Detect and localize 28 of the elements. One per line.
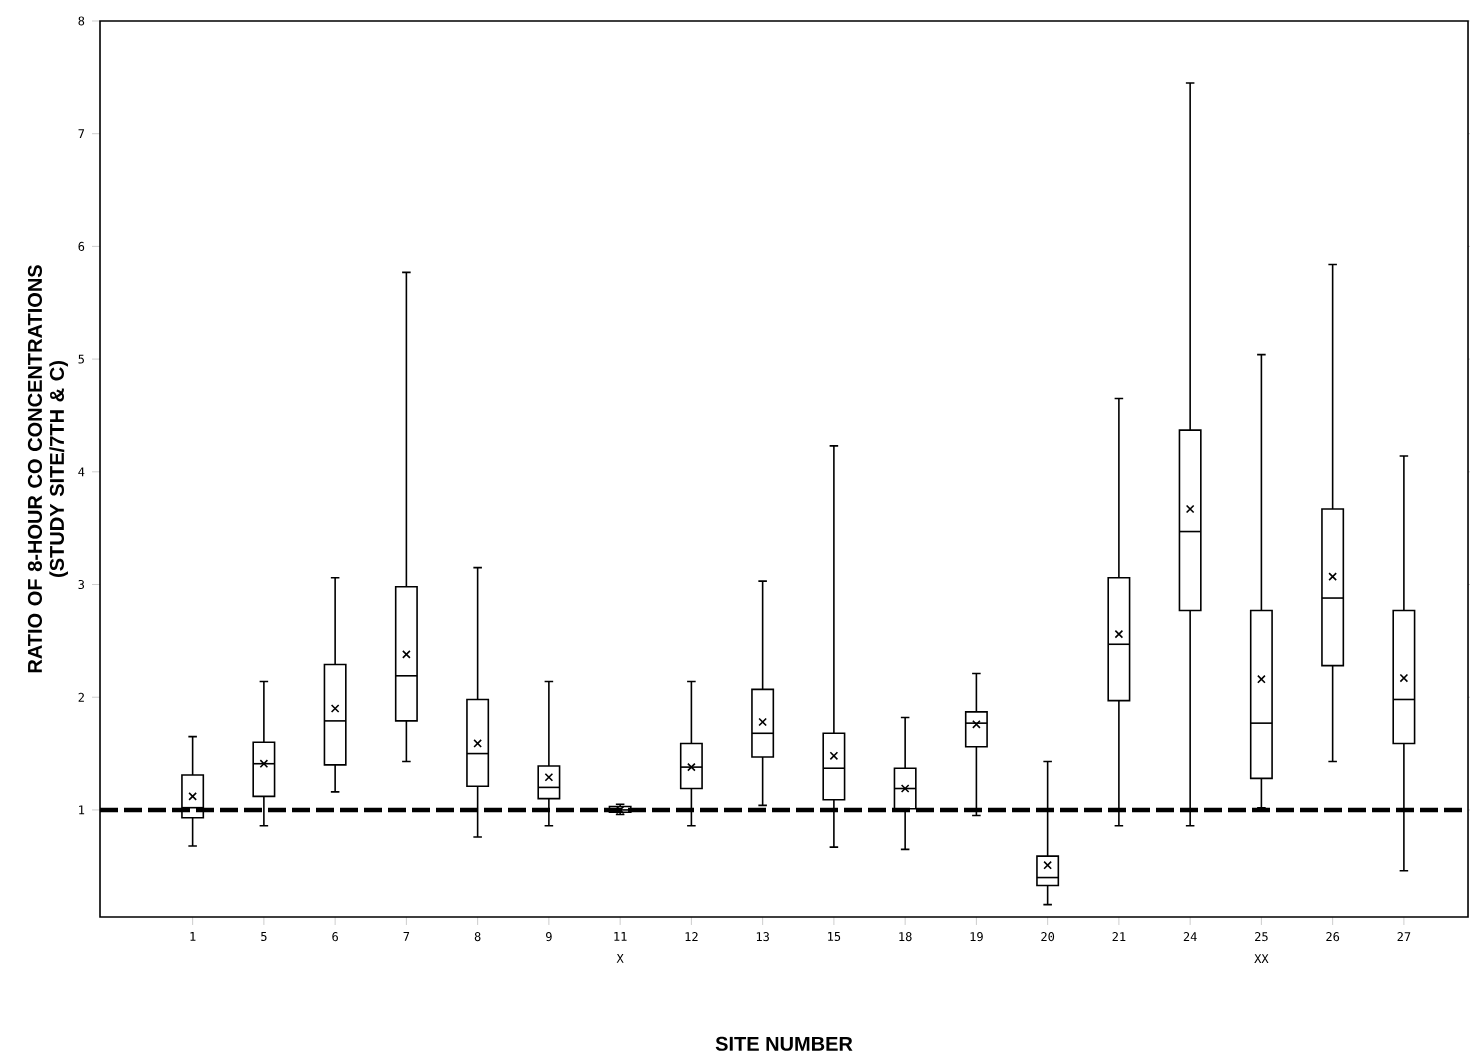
- x-tick-label: 9: [546, 932, 552, 942]
- x-tick-label: 15: [828, 932, 841, 941]
- y-tick-label: 7: [78, 129, 85, 139]
- x-tick-label: 27: [1397, 932, 1411, 941]
- y-tick-label: 4: [78, 467, 85, 477]
- x-axis-title: SITE NUMBER: [715, 1036, 853, 1051]
- x-tick-label: 1: [190, 932, 196, 941]
- x-tick-label: 8: [474, 932, 481, 942]
- x-tick-label: 13: [756, 932, 769, 942]
- x-tick-label: 11 X: [614, 932, 627, 963]
- x-tick-label: 19: [970, 932, 983, 942]
- x-tick-label: 24: [1183, 932, 1197, 941]
- x-tick-label: 25 XX: [1254, 932, 1269, 963]
- x-tick-label: 12: [685, 932, 698, 941]
- x-tick-label: 7: [403, 932, 410, 941]
- x-tick-label: 18: [899, 932, 912, 942]
- x-tick-label: 20: [1041, 932, 1055, 942]
- x-tick-label: 6: [332, 932, 338, 942]
- y-axis-title: RATIO OF 8-HOUR CO CONCENTRATIONS (STUDY SITE/7TH & C): [27, 265, 68, 673]
- x-tick-label: 5: [261, 932, 267, 941]
- y-tick-label: 8: [78, 16, 85, 26]
- y-tick-label: 2: [78, 692, 84, 702]
- x-tick-label: 26: [1326, 932, 1340, 942]
- y-tick-label: 1: [79, 805, 85, 815]
- x-tick-label: 21: [1112, 932, 1126, 941]
- y-tick-label: 5: [78, 354, 84, 364]
- y-tick-label: 3: [78, 579, 85, 590]
- y-tick-label: 6: [78, 241, 85, 251]
